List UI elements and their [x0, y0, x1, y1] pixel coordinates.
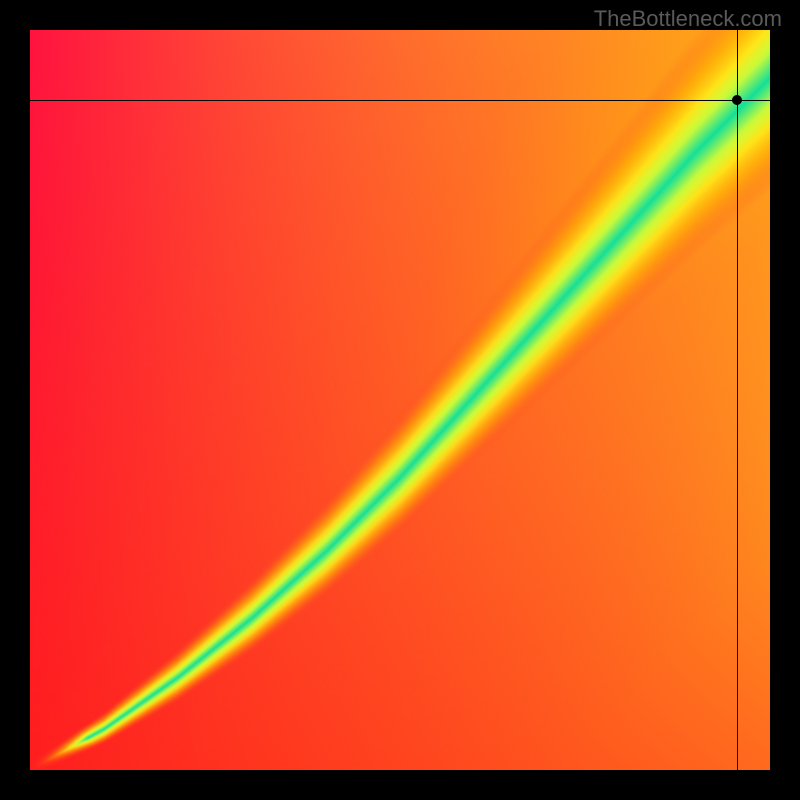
crosshair-vertical	[737, 0, 738, 800]
watermark-text: TheBottleneck.com	[594, 6, 782, 32]
heatmap-canvas	[30, 30, 770, 770]
heatmap-plot	[30, 30, 770, 770]
crosshair-marker	[732, 95, 742, 105]
crosshair-horizontal	[0, 100, 800, 101]
